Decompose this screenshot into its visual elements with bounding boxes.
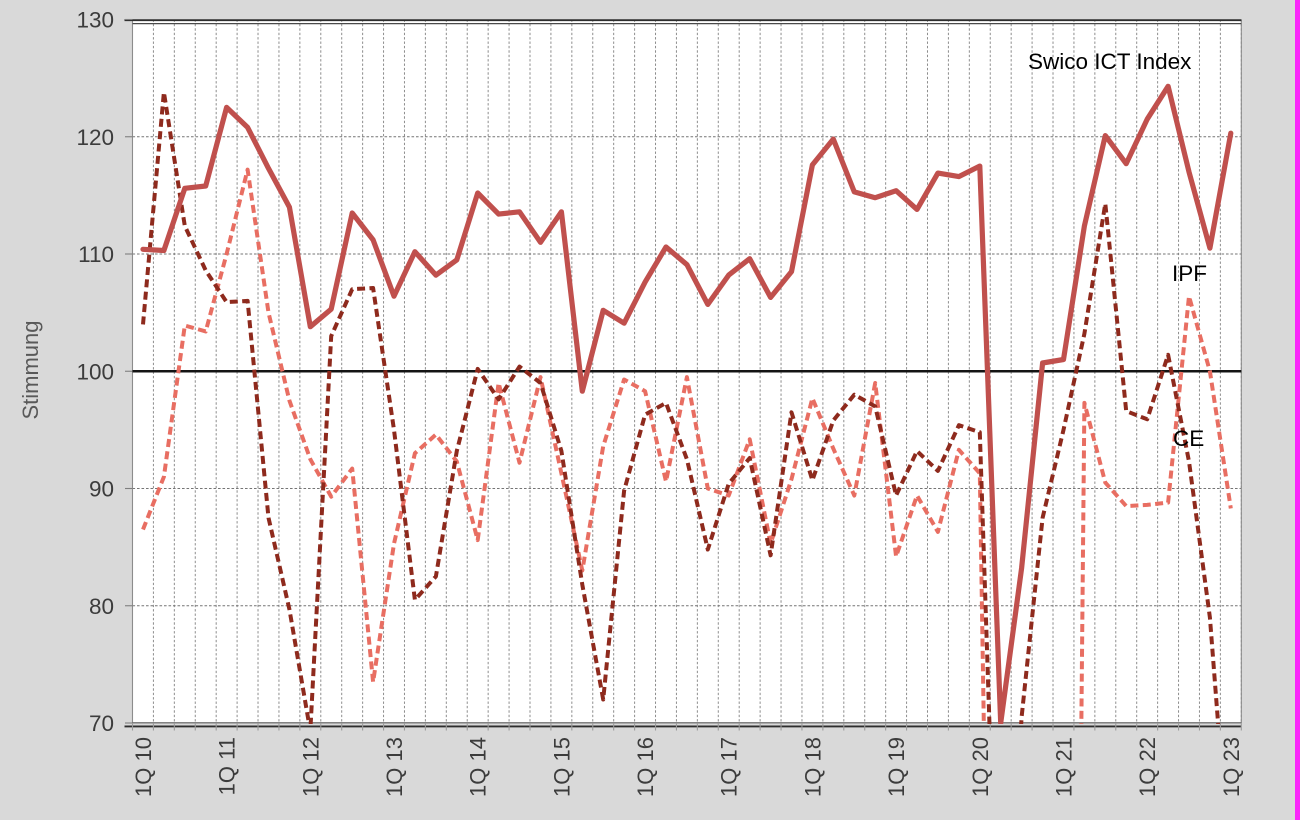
series-line-ce	[141, 90, 1221, 724]
y-axis-label: 100	[76, 359, 114, 384]
x-axis-label: 1Q 10	[131, 737, 156, 797]
y-axis-label: 80	[89, 594, 114, 619]
x-axis-label: 1Q 12	[298, 737, 323, 797]
x-axis-label: 1Q 20	[968, 737, 993, 797]
x-axis-label: 1Q 14	[466, 737, 491, 797]
x-axis-label: 1Q 15	[549, 737, 574, 797]
y-axis-title: Stimmung	[18, 320, 43, 420]
series-line-swico-ict-index	[140, 83, 1234, 724]
x-axis-label: 1Q 17	[717, 737, 742, 797]
x-axis-label: 1Q 16	[633, 737, 658, 797]
y-axis-label: 120	[76, 125, 114, 150]
y-axis-label: 70	[89, 711, 114, 736]
x-axis-label: 1Q 19	[884, 737, 909, 797]
x-axis-label: 1Q 21	[1051, 737, 1076, 797]
x-axis-label: 1Q 22	[1135, 737, 1160, 797]
right-magenta-border	[1295, 0, 1300, 820]
y-axis-label: 90	[89, 477, 114, 502]
y-axis-label: 110	[78, 242, 114, 267]
x-axis-label: 1Q 13	[382, 737, 407, 797]
series-label-ipf: IPF	[1172, 261, 1208, 286]
y-axis-label: 130	[76, 8, 114, 33]
x-axis-label: 1Q 18	[800, 737, 825, 797]
series-label-ce: CE	[1173, 426, 1205, 451]
x-axis-label: 1Q 11	[215, 737, 240, 795]
x-axis-label: 1Q 23	[1219, 737, 1244, 797]
series-label-swico-ict-index: Swico ICT Index	[1028, 49, 1192, 74]
